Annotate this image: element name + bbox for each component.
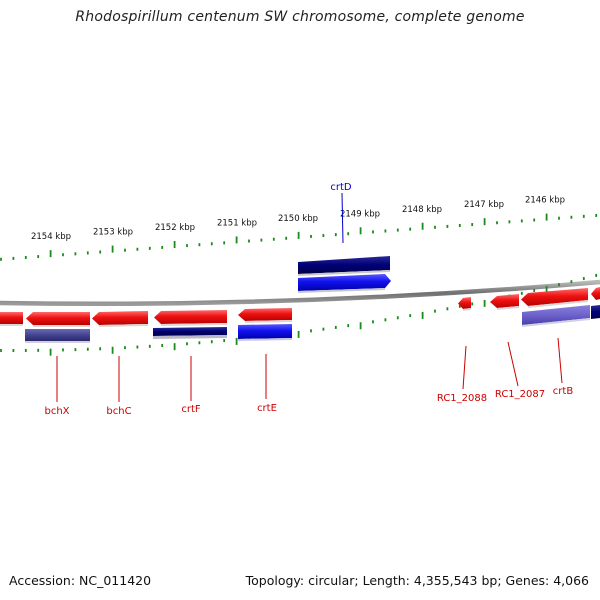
outer-tick-ring [0, 213, 598, 261]
gene-crtD[interactable] [298, 274, 391, 291]
gene-label-crtB[interactable]: crtB [553, 386, 574, 397]
gene-crtB[interactable] [521, 288, 588, 306]
gene-crtF-product[interactable] [153, 327, 227, 336]
gene-crtF[interactable] [154, 310, 227, 324]
shadow [0, 324, 23, 326]
tick-label: 2152 kbp [155, 223, 195, 233]
gene-crtE-product[interactable] [238, 324, 292, 339]
shadow [238, 338, 292, 341]
tick-label: 2154 kbp [31, 232, 71, 242]
shadow [528, 300, 588, 308]
shadow [161, 323, 227, 326]
map-title: Rhodospirillum centenum SW chromosome, c… [75, 9, 525, 25]
gene-label-crtD[interactable]: crtD [330, 182, 352, 193]
gene-crtB-product[interactable] [522, 305, 590, 325]
tick-label: 2150 kbp [278, 214, 318, 224]
shadow [463, 308, 471, 311]
gene-bchX-product[interactable] [25, 329, 90, 341]
gene-bchC[interactable] [92, 311, 148, 325]
gene-crtD-product[interactable] [298, 256, 390, 274]
tick-label: 2147 kbp [464, 200, 504, 210]
gene-crtD-product-shadow [298, 270, 390, 276]
shadow [99, 324, 148, 327]
gene-partial-right-product[interactable] [591, 305, 600, 319]
tick-label: 2146 kbp [525, 196, 565, 206]
gene-crtE[interactable] [238, 308, 292, 321]
label-leaders [56, 192, 563, 402]
shadow [33, 325, 90, 327]
shadow [153, 335, 227, 339]
shadow [522, 318, 590, 327]
accession-text: Accession: NC_011420 [9, 573, 152, 588]
topology-summary: Topology: circular; Length: 4,355,543 bp… [245, 573, 589, 588]
shadow [25, 341, 90, 343]
shadow [497, 306, 519, 310]
reverse-features [0, 287, 600, 343]
gene-RC1_2087[interactable] [490, 294, 519, 308]
gene-label-bchC[interactable]: bchC [106, 406, 131, 417]
gene-RC1_2088[interactable] [458, 297, 471, 309]
gene-labels: crtD bchX bchC crtF crtE RC1_2088 RC1_2087 crtB [44, 182, 573, 417]
gene-partial-right[interactable] [591, 287, 600, 300]
tick-label: 2151 kbp [217, 218, 257, 228]
tick-label: 2153 kbp [93, 228, 133, 238]
tick-label: 2149 kbp [340, 209, 380, 219]
gene-crtD-shadow [298, 288, 385, 293]
gene-label-bchX[interactable]: bchX [44, 406, 69, 417]
gene-label-crtF[interactable]: crtF [181, 404, 201, 415]
gene-label-RC1_2087[interactable]: RC1_2087 [495, 389, 545, 400]
backbone-arc [0, 279, 600, 307]
gene-label-crtE[interactable]: crtE [257, 403, 277, 414]
tick-labels: 2154 kbp 2153 kbp 2152 kbp 2151 kbp 2150 kbp… [31, 196, 565, 242]
shadow [245, 320, 292, 323]
gene-bchX[interactable] [26, 312, 90, 325]
gene-partial-left[interactable] [0, 312, 23, 324]
gene-label-RC1_2088[interactable]: RC1_2088 [437, 393, 487, 404]
forward-features [298, 256, 391, 293]
tick-label: 2148 kbp [402, 205, 442, 215]
